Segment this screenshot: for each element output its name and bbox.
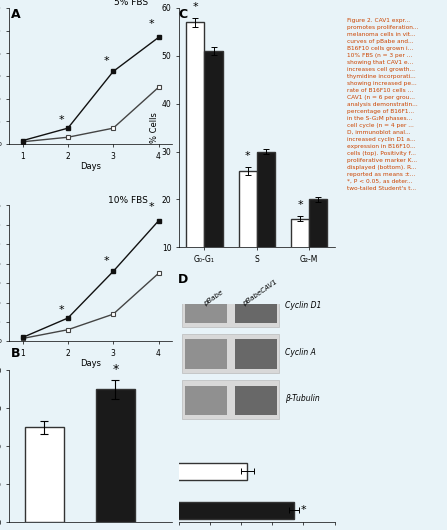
Bar	[291, 218, 309, 295]
X-axis label: Days: Days	[80, 162, 101, 171]
Text: 5% FBS: 5% FBS	[114, 0, 148, 7]
Legend: pBabe, pBabeCAV1: pBabe, pBabeCAV1	[27, 430, 154, 446]
Bar	[309, 199, 328, 295]
Text: *: *	[58, 116, 64, 126]
Text: C: C	[178, 8, 187, 21]
FancyBboxPatch shape	[186, 340, 227, 369]
FancyBboxPatch shape	[235, 293, 277, 323]
FancyBboxPatch shape	[186, 293, 227, 323]
Text: *: *	[58, 305, 64, 315]
Bar	[239, 171, 257, 295]
Bar	[24, 463, 248, 480]
Text: *: *	[297, 200, 303, 210]
Bar	[24, 502, 294, 519]
Text: *: *	[104, 255, 109, 266]
Text: *: *	[300, 506, 306, 516]
Bar	[186, 22, 204, 295]
Bar	[257, 152, 275, 295]
Text: pBabeCAV1: pBabeCAV1	[241, 279, 278, 307]
Text: Cyclin A: Cyclin A	[285, 348, 316, 357]
FancyBboxPatch shape	[235, 386, 277, 415]
X-axis label: Days: Days	[80, 359, 101, 368]
Text: A: A	[11, 8, 21, 21]
Y-axis label: % Cells: % Cells	[150, 112, 159, 143]
Text: 10% FBS: 10% FBS	[108, 196, 148, 205]
Text: *: *	[149, 20, 155, 30]
Text: D: D	[178, 273, 188, 286]
Text: *: *	[193, 2, 198, 12]
Text: *: *	[149, 202, 155, 212]
Text: Cyclin D1: Cyclin D1	[285, 302, 321, 311]
Text: Figure 2. CAV1 expr...
promotes proliferation...
melanoma cells in vit...
curves: Figure 2. CAV1 expr... promotes prolifer…	[346, 18, 418, 191]
FancyBboxPatch shape	[182, 380, 278, 419]
Text: pBabe: pBabe	[202, 289, 224, 307]
FancyBboxPatch shape	[182, 288, 278, 327]
Bar	[25, 427, 64, 522]
Text: β-Tubulin: β-Tubulin	[285, 394, 320, 403]
Bar	[204, 51, 223, 295]
Text: *: *	[112, 363, 118, 376]
Text: *: *	[104, 56, 109, 66]
Bar	[96, 390, 135, 522]
Text: B: B	[11, 347, 21, 360]
FancyBboxPatch shape	[235, 340, 277, 369]
Text: *: *	[245, 151, 250, 161]
FancyBboxPatch shape	[186, 386, 227, 415]
FancyBboxPatch shape	[182, 334, 278, 373]
